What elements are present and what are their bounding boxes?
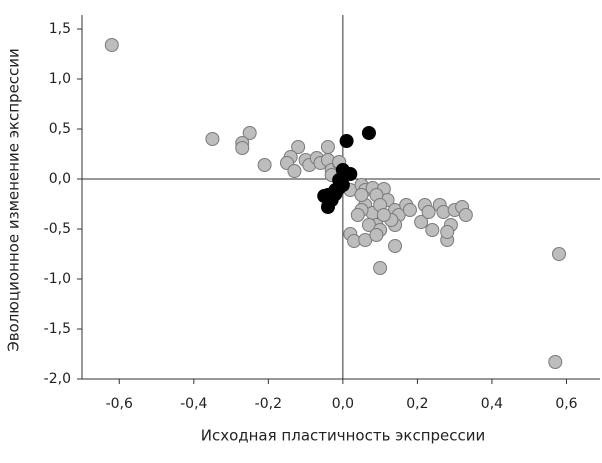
x-tick-label: 0,0 <box>332 396 354 412</box>
point <box>354 188 369 202</box>
y-tick-label: 0,5 <box>49 121 71 137</box>
x-tick-label: 0,4 <box>481 396 503 412</box>
point <box>242 126 257 140</box>
point <box>402 203 417 217</box>
point <box>361 126 376 140</box>
point <box>235 141 250 155</box>
y-axis-label: Эволюционное изменение экспрессии <box>5 48 23 352</box>
point <box>548 355 563 369</box>
point <box>458 208 473 222</box>
y-tick-label: 1,0 <box>49 71 71 87</box>
point <box>291 140 306 154</box>
x-tick-label: 0,2 <box>406 396 428 412</box>
point <box>552 247 567 261</box>
point <box>257 158 272 172</box>
point <box>287 164 302 178</box>
point <box>320 140 335 154</box>
y-tick-label: 0,0 <box>49 171 71 187</box>
point <box>343 167 358 181</box>
point <box>425 223 440 237</box>
x-tick-label: -0,6 <box>106 396 133 412</box>
point <box>388 239 403 253</box>
y-tick-label: -1,5 <box>44 321 71 337</box>
point <box>373 261 388 275</box>
y-tick-label: -2,0 <box>44 371 71 387</box>
point <box>369 228 384 242</box>
y-tick-label: -1,0 <box>44 271 71 287</box>
point <box>350 208 365 222</box>
point <box>104 38 119 52</box>
point <box>339 134 354 148</box>
point <box>376 208 391 222</box>
point <box>421 205 436 219</box>
point <box>414 215 429 229</box>
x-tick-label: -0,4 <box>180 396 207 412</box>
y-tick-label: 1,5 <box>49 21 71 37</box>
point <box>328 187 343 201</box>
x-axis-label: Исходная пластичность экспрессии <box>201 427 486 445</box>
point <box>440 225 455 239</box>
x-tick-label: -0,2 <box>255 396 282 412</box>
y-tick-label: -0,5 <box>44 221 71 237</box>
x-tick-label: 0,6 <box>555 396 577 412</box>
point <box>205 132 220 146</box>
